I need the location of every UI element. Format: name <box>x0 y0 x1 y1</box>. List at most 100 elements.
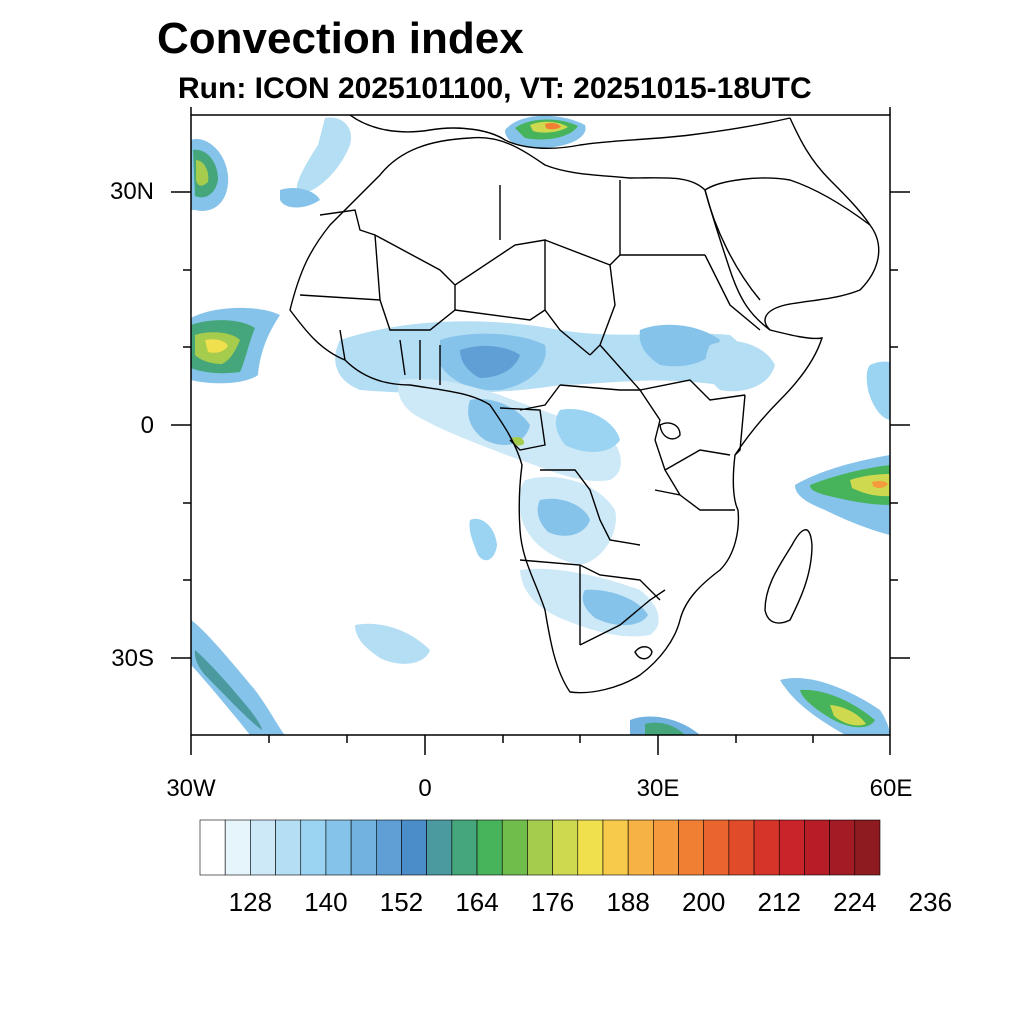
lat-label-30n: 30N <box>109 178 154 205</box>
axis-ticks <box>171 107 910 755</box>
colorbar-swatch <box>250 819 276 876</box>
africa-coastline <box>289 136 824 694</box>
colorbar-swatch <box>627 819 654 876</box>
lake-victoria <box>659 422 681 440</box>
colorbar-swatch <box>829 819 856 876</box>
europe-coastline <box>349 115 791 149</box>
country-border <box>664 449 731 471</box>
colorbar-swatch <box>577 819 604 876</box>
convection-cell <box>355 623 430 664</box>
colorbar-swatch <box>778 819 805 876</box>
colorbar-swatch <box>527 819 553 876</box>
colorbar-swatch <box>426 819 453 876</box>
colorbar-label: 176 <box>530 887 575 917</box>
convection-cell <box>468 399 530 445</box>
convection-cell <box>705 341 775 392</box>
country-border <box>519 559 661 601</box>
colorbar-swatch <box>703 819 730 876</box>
colorbar-label: 212 <box>757 887 801 917</box>
country-border <box>454 309 546 321</box>
colorbar-swatch <box>375 819 402 876</box>
colorbar-swatch <box>199 819 226 876</box>
convection-cell <box>469 518 497 561</box>
country-border <box>299 234 381 301</box>
colorbar-label: 164 <box>455 887 499 917</box>
country-border <box>559 384 640 391</box>
convection-cell <box>545 123 561 130</box>
lat-label-30s: 30S <box>111 645 154 672</box>
colorbar-label: 188 <box>606 887 650 917</box>
country-border <box>519 384 561 411</box>
country-border <box>599 344 746 401</box>
convection-cell <box>460 345 520 378</box>
arabia-coastline <box>704 177 880 331</box>
country-border <box>399 339 441 385</box>
colorbar-swatch <box>350 819 377 876</box>
colorbar-swatch <box>854 819 881 876</box>
convection-cell <box>866 361 890 420</box>
convection-cell <box>639 324 720 367</box>
colorbar-swatch <box>678 819 705 876</box>
colorbar-swatch <box>325 819 352 876</box>
colorbar-swatch <box>224 819 251 876</box>
colorbar-swatch <box>476 819 503 876</box>
country-border <box>654 439 681 496</box>
colorbar-swatch <box>401 819 427 876</box>
persian-gulf-coast <box>789 117 871 226</box>
colorbar-swatch <box>300 819 327 876</box>
convection-field <box>191 115 890 735</box>
convection-cell <box>872 480 888 489</box>
red-sea-coast <box>704 189 761 301</box>
colorbar-swatch <box>728 819 755 876</box>
colorbar-label: 128 <box>228 887 273 917</box>
colorbar-swatch <box>501 819 528 876</box>
convection-cell <box>645 722 685 735</box>
convection-cell <box>296 117 351 195</box>
convection-cell <box>512 436 525 446</box>
colorbar-swatch <box>552 819 579 876</box>
lon-label-0: 0 <box>418 775 432 802</box>
madagascar <box>764 529 813 624</box>
country-border <box>540 469 641 546</box>
colorbar-label: 236 <box>908 887 953 917</box>
country-border <box>639 389 661 441</box>
convection-cell <box>205 339 228 353</box>
country-border <box>579 589 666 646</box>
colorbar-swatch <box>451 819 478 876</box>
convection-cell <box>196 160 209 186</box>
map-subtitle: Run: ICON 2025101100, VT: 20251015-18UTC <box>178 72 812 105</box>
colorbar <box>199 819 881 876</box>
convection-cell <box>194 650 262 730</box>
colorbar-swatch <box>753 819 780 876</box>
colorbar-label: 140 <box>304 887 348 917</box>
country-border <box>734 394 746 456</box>
convection-cell <box>582 589 648 626</box>
colorbar-swatch <box>602 819 629 876</box>
country-border <box>544 239 616 356</box>
convection-cell <box>830 705 866 726</box>
convection-cell <box>280 188 320 208</box>
convection-cell <box>810 465 890 505</box>
colorbar-label: 200 <box>682 887 726 917</box>
map-title: Convection index <box>157 14 524 63</box>
colorbar-label: 152 <box>379 887 424 917</box>
colorbar-label: 224 <box>833 887 877 917</box>
country-border <box>339 329 346 361</box>
colorbar-swatch <box>275 819 302 876</box>
lon-label-30w: 30W <box>166 775 216 802</box>
convection-cell <box>191 620 285 735</box>
colorbar-swatch <box>804 819 830 876</box>
convection-cell <box>555 409 620 452</box>
country-border <box>499 407 546 451</box>
country-border <box>654 489 735 511</box>
country-border <box>379 285 456 331</box>
lon-label-30e: 30E <box>636 775 680 802</box>
coastlines-and-borders <box>289 115 880 694</box>
convection-cell <box>537 498 590 536</box>
country-border <box>609 254 705 266</box>
country-border <box>704 254 761 331</box>
colorbar-swatch <box>653 819 679 876</box>
lon-label-60e: 60E <box>869 775 913 802</box>
lesotho <box>634 646 653 660</box>
